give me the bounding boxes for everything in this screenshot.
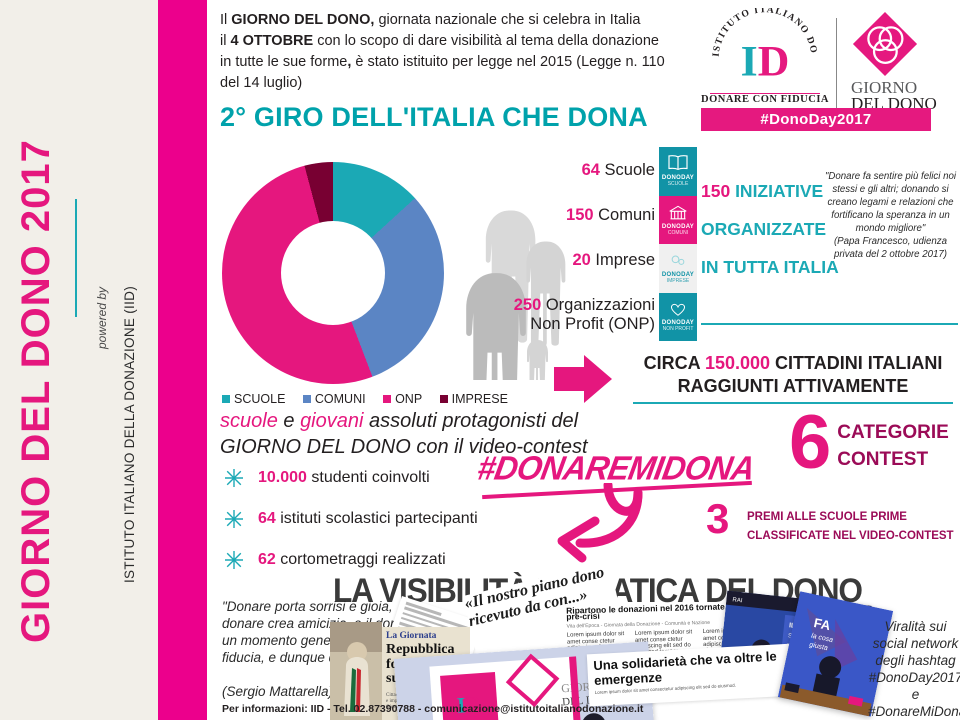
svg-text:RAI: RAI — [732, 597, 743, 604]
svg-text:ID: ID — [741, 37, 790, 85]
